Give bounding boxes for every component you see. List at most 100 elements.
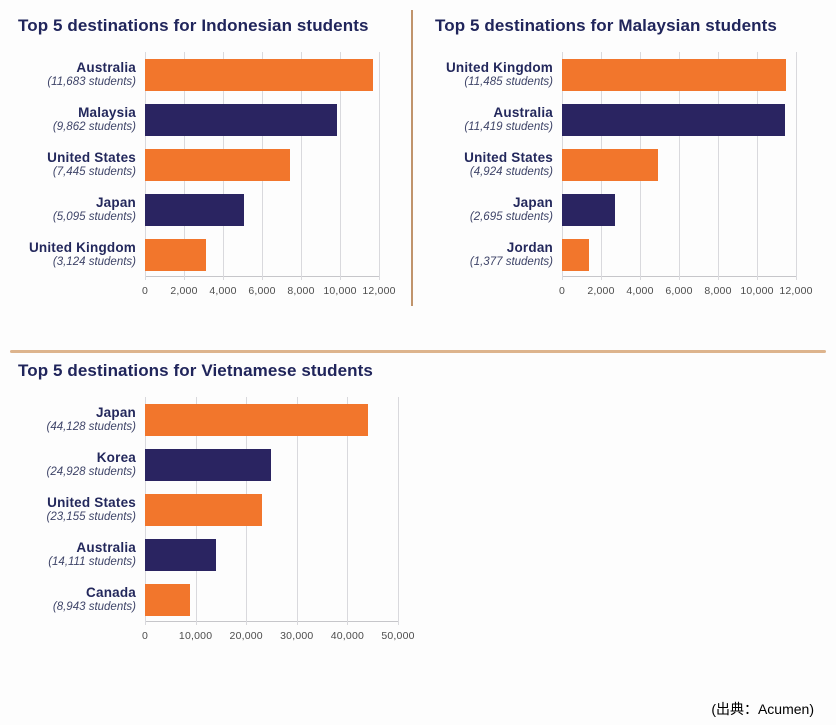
bar-united-kingdom [562, 58, 786, 91]
row-label: United Kingdom (3,124 students) [12, 240, 145, 270]
country-label: Australia [493, 104, 553, 120]
country-label: Korea [96, 449, 136, 465]
axis-tick-label: 6,000 [248, 285, 276, 297]
student-count-label: (3,124 students) [52, 256, 136, 269]
bar-canada [145, 583, 191, 616]
chart-row: United Kingdom (11,485 students) [429, 52, 796, 97]
chart-row: Australia (11,683 students) [12, 52, 379, 97]
gridline [296, 397, 298, 625]
chart-title-vietnamese: Top 5 destinations for Vietnamese studen… [18, 361, 373, 380]
chart-vietnamese-students: Top 5 destinations for Vietnamese studen… [0, 361, 424, 646]
chart-row: Jordan (1,377 students) [429, 232, 796, 277]
axis-tick-label: 2,000 [587, 285, 615, 297]
student-count-label: (7,445 students) [52, 166, 136, 179]
chart-plot-area: Japan (44,128 students) Korea (24,928 stude… [12, 391, 424, 646]
bar-jordan [562, 238, 589, 271]
chart-row: Malaysia (9,862 students) [12, 97, 379, 142]
bar-track [145, 238, 379, 271]
axis-tick-label: 40,000 [330, 630, 365, 642]
bar-united-states [562, 148, 659, 181]
bar-track [145, 148, 379, 181]
axis-tick-label: 0 [558, 285, 566, 297]
country-label: Canada [86, 584, 136, 600]
country-label: United States [47, 494, 136, 510]
bar-track [562, 148, 796, 181]
chart-row: Japan (2,695 students) [429, 187, 796, 232]
chart-row: United States (23,155 students) [12, 487, 398, 532]
student-count-label: (11,485 students) [464, 76, 553, 89]
row-label: Australia (11,683 students) [12, 60, 145, 90]
bar-australia [562, 103, 785, 136]
student-count-label: (23,155 students) [46, 511, 136, 524]
row-label: Malaysia (9,862 students) [12, 105, 145, 135]
chart-indonesian-students: Top 5 destinations for Indonesian studen… [0, 8, 411, 301]
bar-track [562, 58, 796, 91]
row-label: Korea (24,928 students) [12, 450, 145, 480]
gridline [379, 52, 380, 280]
bar-track [145, 58, 379, 91]
bar-track [145, 538, 398, 571]
student-count-label: (5,095 students) [52, 211, 136, 224]
gridline [679, 52, 680, 280]
gridline [347, 397, 349, 625]
bar-australia [145, 538, 217, 571]
student-count-label: (1,377 students) [469, 256, 553, 269]
country-label: United States [47, 149, 136, 165]
student-count-label: (11,419 students) [464, 121, 553, 134]
gridline [796, 52, 797, 280]
country-label: Australia [76, 539, 136, 555]
gridline [398, 397, 399, 625]
bar-rows: Australia (11,683 students) Malaysia (9,862… [12, 52, 379, 277]
gridline [717, 52, 719, 280]
chart-row: Korea (24,928 students) [12, 442, 398, 487]
axis-tick-label: 6,000 [665, 285, 693, 297]
country-label: Japan [95, 404, 136, 420]
bar-track [562, 238, 796, 271]
bar-track [145, 103, 379, 136]
country-label: Japan [95, 194, 136, 210]
vertical-divider [411, 10, 413, 306]
chart-plot-area: Australia (11,683 students) Malaysia (9,862… [12, 46, 405, 301]
chart-row: Japan (44,128 students) [12, 397, 398, 442]
horizontal-divider [10, 350, 826, 353]
top-charts-row: Top 5 destinations for Indonesian studen… [0, 0, 836, 306]
gridline [757, 52, 758, 280]
chart-row: Australia (11,419 students) [429, 97, 796, 142]
bar-track [145, 403, 398, 436]
chart-row: Australia (14,111 students) [12, 532, 398, 577]
bar-australia [145, 58, 373, 91]
country-label: Malaysia [78, 104, 136, 120]
country-label: Japan [512, 194, 553, 210]
row-label: Australia (11,419 students) [429, 105, 562, 135]
country-label: Jordan [506, 239, 553, 255]
bar-track [145, 448, 398, 481]
chart-row: United Kingdom (3,124 students) [12, 232, 379, 277]
row-label: United States (7,445 students) [12, 150, 145, 180]
student-count-label: (24,928 students) [46, 466, 136, 479]
bar-rows: Japan (44,128 students) Korea (24,928 stude… [12, 397, 398, 622]
axis-tick-label: 2,000 [170, 285, 198, 297]
country-label: United States [464, 149, 553, 165]
source-citation: (出典：Acumen) [711, 701, 814, 717]
axis-tick-label: 10,000 [323, 285, 357, 297]
row-label: United States (23,155 students) [12, 495, 145, 525]
bar-japan [145, 193, 245, 226]
chart-row: United States (4,924 students) [429, 142, 796, 187]
bar-track [562, 193, 796, 226]
bar-malaysia [145, 103, 338, 136]
x-axis: 0 2,000 4,000 6,000 8,000 10,000 12,000 [142, 277, 395, 301]
axis-tick-label: 50,000 [381, 630, 415, 642]
axis-tick-label: 30,000 [280, 630, 314, 642]
row-label: Japan (5,095 students) [12, 195, 145, 225]
x-axis: 0 2,000 4,000 6,000 8,000 10,000 12,000 [558, 277, 812, 301]
bar-united-kingdom [145, 238, 206, 271]
student-count-label: (44,128 students) [46, 421, 136, 434]
axis-tick-label: 12,000 [779, 285, 813, 297]
axis-tick-label: 4,000 [209, 285, 237, 297]
bar-rows: United Kingdom (11,485 students) Australia… [429, 52, 796, 277]
axis-tick-label: 4,000 [626, 285, 654, 297]
row-label: Japan (2,695 students) [429, 195, 562, 225]
axis-tick-label: 10,000 [740, 285, 774, 297]
axis-tick-label: 10,000 [178, 630, 213, 642]
bar-track [145, 193, 379, 226]
